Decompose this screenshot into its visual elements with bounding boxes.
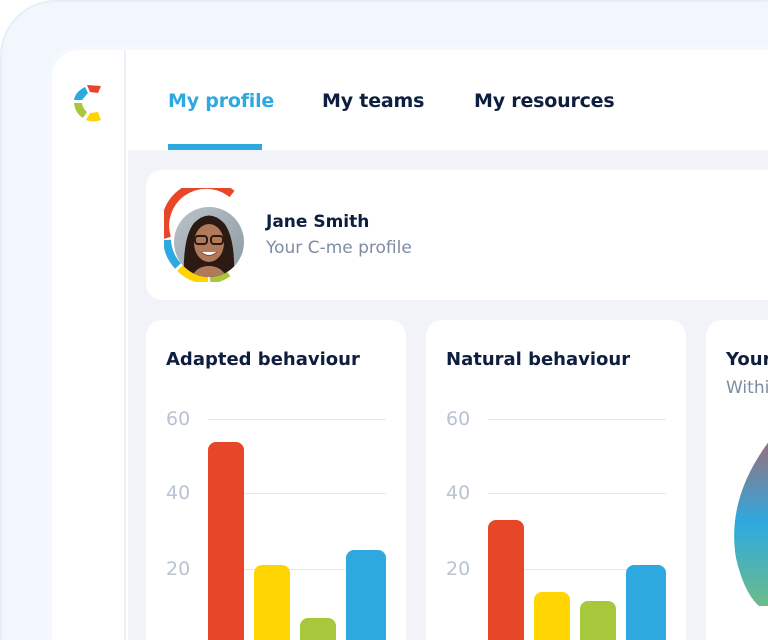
bar-green[interactable]: [300, 617, 336, 640]
sidebar: [52, 50, 126, 640]
tab-my-resources[interactable]: My resources: [474, 90, 615, 112]
card-subtitle: Withi: [726, 378, 768, 398]
y-tick-label: 40: [166, 482, 191, 504]
profile-shape-graphic: [734, 442, 768, 606]
y-tick-label: 20: [166, 558, 191, 580]
your-profile-card[interactable]: Your Withi: [706, 320, 768, 640]
y-tick-label: 60: [446, 408, 471, 430]
bar-red[interactable]: [488, 520, 524, 640]
chart-title: Adapted behaviour: [166, 349, 360, 370]
gridline: [488, 569, 666, 570]
active-tab-indicator: [168, 144, 262, 150]
c-me-logo-icon[interactable]: [73, 83, 103, 123]
app-window: My profile My teams My resources: [52, 50, 768, 640]
bar-blue[interactable]: [346, 550, 386, 640]
gridline: [208, 493, 386, 494]
main-content: My profile My teams My resources: [128, 50, 768, 640]
card-title: Your: [726, 349, 768, 370]
tab-my-teams[interactable]: My teams: [322, 90, 425, 112]
y-tick-label: 20: [446, 558, 471, 580]
bar-blue[interactable]: [626, 565, 666, 640]
y-tick-label: 40: [446, 482, 471, 504]
profile-name: Jane Smith: [266, 212, 370, 232]
avatar[interactable]: [161, 180, 248, 284]
gridline: [488, 493, 666, 494]
bar-yellow[interactable]: [534, 591, 570, 640]
top-navigation: My profile My teams My resources: [128, 50, 768, 150]
bar-red[interactable]: [208, 441, 244, 640]
chart-title: Natural behaviour: [446, 349, 631, 370]
gridline: [208, 569, 386, 570]
adapted-behaviour-card[interactable]: Adapted behaviour 60 40 20: [146, 320, 406, 640]
tab-my-profile[interactable]: My profile: [168, 90, 275, 112]
bar-green[interactable]: [580, 600, 616, 640]
natural-behaviour-card[interactable]: Natural behaviour 60 40 20: [426, 320, 686, 640]
gridline: [208, 419, 386, 420]
profile-subtitle: Your C-me profile: [266, 238, 412, 258]
y-tick-label: 60: [166, 408, 191, 430]
profile-card[interactable]: Jane Smith Your C-me profile: [146, 170, 768, 300]
bar-yellow[interactable]: [254, 565, 290, 640]
gridline: [488, 419, 666, 420]
